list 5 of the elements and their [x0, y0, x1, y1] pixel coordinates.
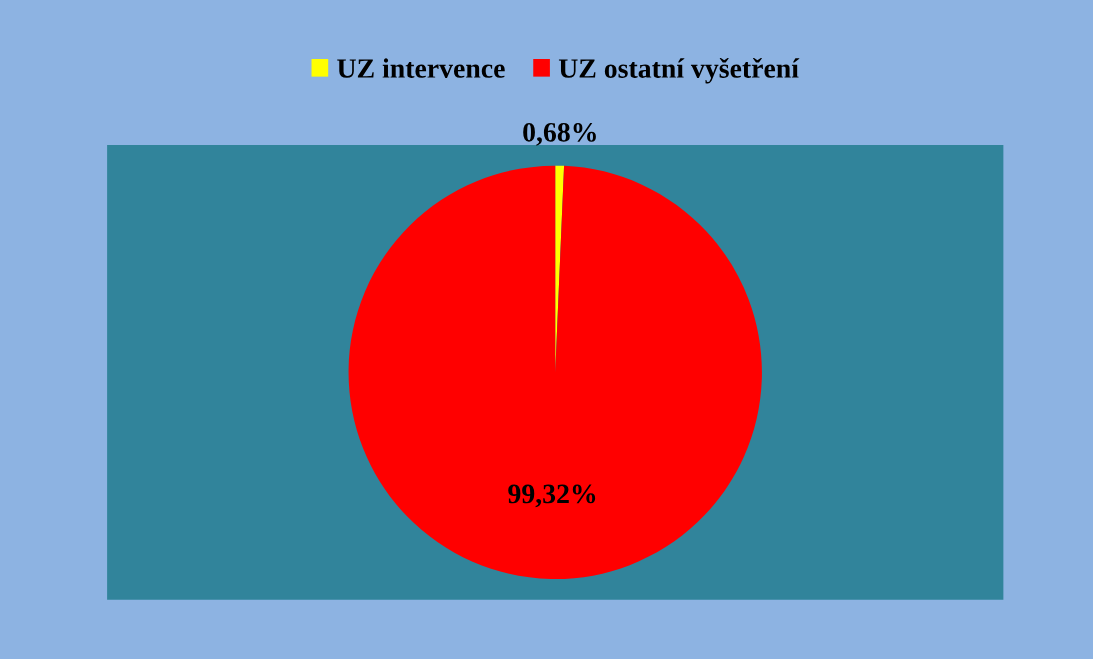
- data-label: 99,32%: [508, 484, 596, 508]
- pie-slice: [348, 165, 762, 580]
- data-label: 0,68%: [523, 122, 596, 146]
- legend-label: UZ intervence: [337, 58, 505, 78]
- legend-label: UZ ostatní vyšetření: [558, 58, 800, 84]
